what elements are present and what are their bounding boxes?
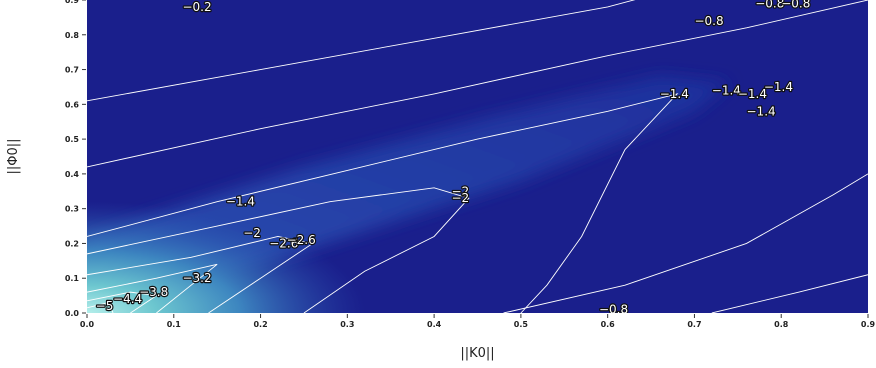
contour-line <box>87 302 114 313</box>
corner-shade <box>87 201 365 313</box>
contour-label: −1.4 <box>738 87 767 101</box>
contour-label: −2 <box>451 191 469 205</box>
x-tick-label: 0.6 <box>601 320 616 329</box>
x-tick-label: 0.4 <box>427 320 442 329</box>
contour-label: −3.2 <box>182 271 211 285</box>
y-tick-label: 0.4 <box>65 170 80 179</box>
y-tick-label: 0.7 <box>65 66 79 75</box>
contour-label: −5 <box>96 299 114 313</box>
contour-label: −2.6 <box>287 233 316 247</box>
y-tick-label: 0.0 <box>65 309 80 318</box>
contour-label: −1.4 <box>747 104 776 118</box>
x-tick-label: 0.0 <box>80 320 95 329</box>
contour-label: −1.4 <box>712 83 741 97</box>
y-tick-label: 0.1 <box>65 274 80 283</box>
y-tick-label: 0.9 <box>65 0 80 5</box>
contour-label: −0.8 <box>599 303 628 317</box>
y-tick-label: 0.6 <box>65 100 80 109</box>
x-axis-label: ||K0|| <box>460 346 494 361</box>
y-axis: 0.0 0.1 0.2 0.3 0.4 0.5 0.6 0.7 0.8 0.9 <box>65 0 86 318</box>
contour-line <box>87 0 868 168</box>
contour-label: −3.8 <box>139 285 168 299</box>
contour-label: −0.2 <box>182 0 211 14</box>
contour-label: −0.8 <box>755 0 784 10</box>
y-tick-label: 0.2 <box>65 239 79 248</box>
y-tick-label: 0.5 <box>65 135 80 144</box>
contour-line <box>503 173 868 313</box>
x-tick-label: 0.1 <box>167 320 182 329</box>
x-tick-label: 0.9 <box>861 320 876 329</box>
contour-label: −1.4 <box>226 195 255 209</box>
x-tick-label: 0.2 <box>253 320 267 329</box>
contour-label: −1.4 <box>764 80 793 94</box>
x-axis: 0.0 0.1 0.2 0.3 0.4 0.5 0.6 0.7 0.8 0.9 <box>80 314 876 329</box>
contour-line <box>87 187 470 313</box>
x-tick-label: 0.8 <box>774 320 789 329</box>
contour-line <box>87 93 679 313</box>
y-tick-label: 0.3 <box>65 205 79 214</box>
contour-label: −1.4 <box>660 87 689 101</box>
plot-area: −0.2−0.8−0.8−0.8−0.8−1.4 −1.4−1.4−1.4−1.4… <box>87 0 868 317</box>
contour-label: −2.6 <box>269 236 298 250</box>
contour-line <box>711 274 868 313</box>
contour-label: −2 <box>243 226 261 240</box>
y-tick-label: 0.8 <box>65 31 80 40</box>
x-tick-label: 0.5 <box>514 320 529 329</box>
contour-line <box>87 0 636 102</box>
contour-line <box>87 291 158 313</box>
y-axis-label: ||Φ0|| <box>6 138 21 174</box>
contour-label: −0.8 <box>694 14 723 28</box>
x-tick-label: 0.3 <box>340 320 354 329</box>
contour-line <box>87 236 314 313</box>
contour-label: −0.8 <box>781 0 810 10</box>
x-tick-label: 0.7 <box>687 320 701 329</box>
contour-line <box>87 263 218 313</box>
contour-label: −4.4 <box>113 292 142 306</box>
contour-label: −2 <box>451 184 469 198</box>
